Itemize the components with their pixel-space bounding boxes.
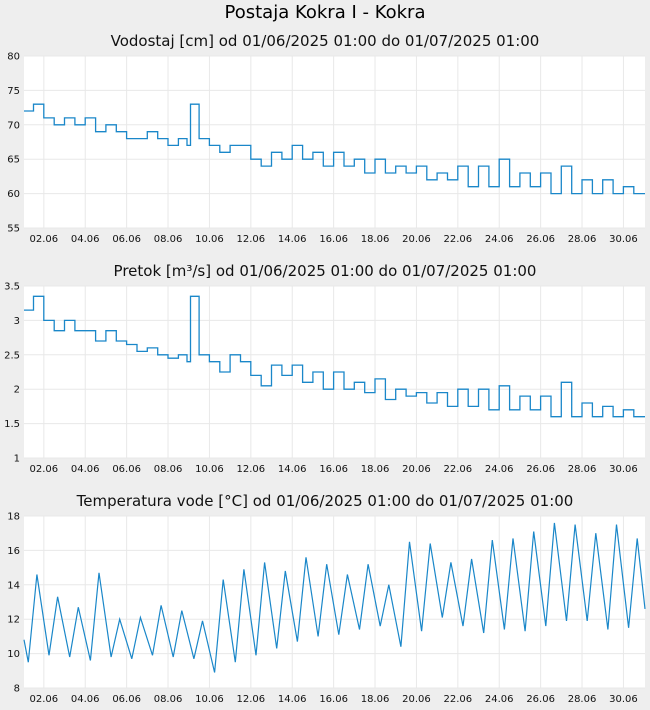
series-line	[24, 103, 645, 195]
x-tick-label: 10.06	[195, 464, 224, 475]
y-tick-label: 3	[14, 316, 20, 327]
y-tick-label: 14	[7, 580, 20, 591]
x-tick-label: 28.06	[568, 694, 597, 705]
x-tick-label: 12.06	[237, 694, 266, 705]
chart-discharge: Pretok [m³/s] od 01/06/2025 01:00 do 01/…	[4, 262, 645, 475]
x-tick-label: 04.06	[71, 694, 100, 705]
page-title: Postaja Kokra I - Kokra	[224, 2, 426, 23]
x-tick-label: 30.06	[609, 234, 638, 245]
x-tick-label: 16.06	[319, 464, 348, 475]
y-tick-label: 3.5	[4, 282, 20, 293]
x-tick-label: 14.06	[278, 464, 307, 475]
y-tick-label: 60	[7, 189, 20, 200]
x-tick-label: 26.06	[526, 464, 555, 475]
x-tick-label: 02.06	[30, 694, 59, 705]
x-tick-label: 20.06	[402, 464, 431, 475]
chart-title: Temperatura vode [°C] od 01/06/2025 01:0…	[76, 492, 574, 510]
grid	[24, 285, 645, 459]
x-tick-label: 26.06	[526, 234, 555, 245]
x-tick-label: 06.06	[112, 464, 141, 475]
series-line	[24, 295, 645, 418]
x-tick-label: 26.06	[526, 694, 555, 705]
x-tick-label: 20.06	[402, 694, 431, 705]
y-axis: 1 1.5 2 2.5 3 3.5	[4, 282, 20, 465]
x-tick-label: 20.06	[402, 234, 431, 245]
y-tick-label: 80	[7, 52, 20, 63]
x-tick-label: 10.06	[195, 694, 224, 705]
x-axis: 02.06 04.06 06.06 08.06 10.06 12.06 14.06 16.06…	[30, 464, 638, 475]
y-tick-label: 18	[7, 512, 20, 523]
plot-area	[24, 56, 645, 228]
y-tick-label: 1.5	[4, 419, 20, 430]
x-tick-label: 10.06	[195, 234, 224, 245]
x-tick-label: 18.06	[361, 234, 390, 245]
x-tick-label: 02.06	[30, 234, 59, 245]
y-axis: 55 60 65 70 75 80	[7, 52, 20, 235]
chart-title: Vodostaj [cm] od 01/06/2025 01:00 do 01/…	[111, 32, 540, 50]
x-tick-label: 12.06	[237, 464, 266, 475]
x-tick-label: 12.06	[237, 234, 266, 245]
x-tick-label: 22.06	[444, 694, 473, 705]
y-tick-label: 65	[7, 155, 20, 166]
x-tick-label: 30.06	[609, 464, 638, 475]
x-axis: 02.06 04.06 06.06 08.06 10.06 12.06 14.06 16.06…	[30, 234, 638, 245]
chart-water-temperature: Temperatura vode [°C] od 01/06/2025 01:0…	[7, 492, 646, 705]
x-tick-label: 18.06	[361, 694, 390, 705]
x-tick-label: 18.06	[361, 464, 390, 475]
y-tick-label: 12	[7, 615, 20, 626]
x-tick-label: 08.06	[154, 234, 183, 245]
x-tick-label: 24.06	[485, 694, 514, 705]
y-tick-label: 10	[7, 649, 20, 660]
x-tick-label: 22.06	[444, 464, 473, 475]
x-tick-label: 14.06	[278, 234, 307, 245]
y-tick-label: 1	[14, 454, 20, 465]
x-tick-label: 06.06	[112, 694, 141, 705]
x-tick-label: 16.06	[319, 234, 348, 245]
x-axis: 02.06 04.06 06.06 08.06 10.06 12.06 14.06 16.06…	[30, 694, 638, 705]
y-tick-label: 55	[7, 224, 20, 235]
series-line	[23, 522, 646, 673]
y-tick-label: 75	[7, 86, 20, 97]
chart-water-level: Vodostaj [cm] od 01/06/2025 01:00 do 01/…	[7, 32, 645, 245]
x-tick-label: 04.06	[71, 464, 100, 475]
x-tick-label: 08.06	[154, 694, 183, 705]
x-tick-label: 16.06	[319, 694, 348, 705]
x-tick-label: 30.06	[609, 694, 638, 705]
y-tick-label: 8	[14, 684, 20, 695]
x-tick-label: 06.06	[112, 234, 141, 245]
x-tick-label: 08.06	[154, 464, 183, 475]
x-tick-label: 28.06	[568, 234, 597, 245]
plot-area	[24, 516, 645, 688]
x-tick-label: 22.06	[444, 234, 473, 245]
y-tick-label: 2.5	[4, 350, 20, 361]
y-axis: 8 10 12 14 16 18	[7, 512, 20, 695]
chart-title: Pretok [m³/s] od 01/06/2025 01:00 do 01/…	[114, 262, 537, 280]
y-tick-label: 2	[14, 385, 20, 396]
x-tick-label: 14.06	[278, 694, 307, 705]
x-tick-label: 04.06	[71, 234, 100, 245]
x-tick-label: 24.06	[485, 234, 514, 245]
y-tick-label: 70	[7, 120, 20, 131]
x-tick-label: 28.06	[568, 464, 597, 475]
x-tick-label: 24.06	[485, 464, 514, 475]
x-tick-label: 02.06	[30, 464, 59, 475]
y-tick-label: 16	[7, 546, 20, 557]
